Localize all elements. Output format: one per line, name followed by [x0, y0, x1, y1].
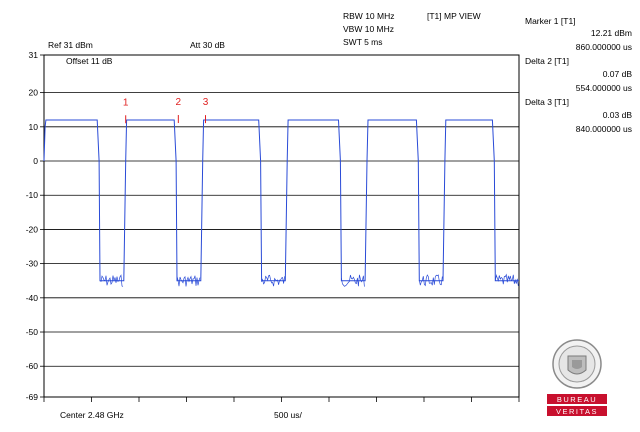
y-tick-label: -10	[26, 190, 39, 200]
y-tick-label: -20	[26, 224, 39, 234]
delta-3-level: 0.03 dB	[602, 110, 632, 120]
y-tick-label: -50	[26, 327, 39, 337]
trace-noise	[418, 274, 443, 287]
rbw-label: RBW 10 MHz	[343, 11, 395, 21]
marker-1-level: 12.21 dBm	[590, 28, 632, 38]
marker-1-time: 860.000000 us	[575, 42, 632, 52]
trace-noise	[261, 274, 285, 287]
vbw-label: VBW 10 MHz	[343, 24, 395, 34]
marker-1-title: Marker 1 [T1]	[525, 16, 576, 26]
span-per-div-label: 500 us/	[274, 410, 302, 420]
trace-noise	[176, 275, 201, 287]
trace-noise	[341, 274, 365, 287]
delta-3-title: Delta 3 [T1]	[525, 97, 569, 107]
delta-3-time: 840.000000 us	[575, 124, 632, 134]
svg-text:VERITAS: VERITAS	[556, 407, 598, 416]
center-frequency-label: Center 2.48 GHz	[60, 410, 124, 420]
delta-2-title: Delta 2 [T1]	[525, 56, 569, 66]
plot-frame	[43, 54, 520, 398]
y-tick-label: -40	[26, 293, 39, 303]
y-tick-label: 20	[29, 88, 39, 98]
y-tick-label: -69	[26, 392, 39, 402]
ref-level-label: Ref 31 dBm	[48, 40, 93, 50]
bureau-veritas-logo: BUREAU VERITAS	[547, 339, 607, 416]
delta-2-time: 554.000000 us	[575, 83, 632, 93]
delta-2-level: 0.07 dB	[602, 69, 632, 79]
y-tick-label: 10	[29, 122, 39, 132]
trace-line	[43, 119, 519, 282]
swt-label: SWT 5 ms	[343, 37, 383, 47]
y-tick-label: -60	[26, 361, 39, 371]
y-tick-label: -30	[26, 259, 39, 269]
trace-noise	[99, 274, 124, 287]
attenuation-label: Att 30 dB	[190, 40, 225, 50]
svg-text:BUREAU: BUREAU	[557, 395, 597, 404]
marker-1-label: 1	[123, 97, 129, 108]
marker-2-label: 2	[176, 97, 182, 108]
offset-label: Offset 11 dB	[66, 56, 113, 66]
y-tick-label: 31	[29, 50, 39, 60]
y-tick-label: 0	[33, 156, 38, 166]
trace-noise	[494, 273, 519, 286]
trace-mode-label: [T1] MP VIEW	[427, 11, 481, 21]
marker-3-label: 3	[203, 97, 209, 108]
